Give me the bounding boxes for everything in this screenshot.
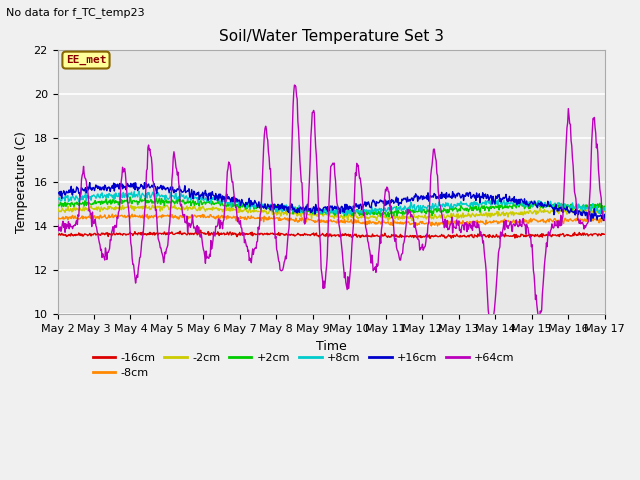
+64cm bbox=[469, 218, 477, 224]
-16cm bbox=[387, 234, 394, 240]
+64cm bbox=[87, 211, 95, 216]
-8cm bbox=[108, 211, 116, 217]
+64cm bbox=[291, 82, 298, 88]
-16cm bbox=[87, 233, 95, 239]
Y-axis label: Temperature (C): Temperature (C) bbox=[15, 131, 28, 233]
-2cm bbox=[387, 215, 394, 221]
Line: +2cm: +2cm bbox=[58, 197, 605, 217]
-8cm bbox=[87, 215, 95, 221]
-8cm bbox=[434, 223, 442, 229]
Text: No data for f_TC_temp23: No data for f_TC_temp23 bbox=[6, 7, 145, 18]
-8cm bbox=[601, 217, 609, 223]
-2cm bbox=[408, 218, 416, 224]
-16cm bbox=[54, 231, 61, 237]
Line: -2cm: -2cm bbox=[58, 205, 605, 221]
+16cm bbox=[469, 192, 477, 198]
+64cm bbox=[387, 207, 394, 213]
+2cm bbox=[54, 204, 61, 209]
+8cm bbox=[342, 212, 350, 218]
-16cm bbox=[403, 233, 411, 239]
-2cm bbox=[470, 213, 477, 218]
+64cm bbox=[488, 328, 496, 334]
+8cm bbox=[372, 206, 380, 212]
+2cm bbox=[601, 204, 609, 209]
-2cm bbox=[87, 203, 95, 208]
+8cm bbox=[470, 199, 477, 205]
Line: -8cm: -8cm bbox=[58, 214, 605, 226]
+8cm bbox=[135, 188, 143, 194]
+2cm bbox=[372, 211, 380, 216]
+16cm bbox=[372, 204, 380, 209]
-2cm bbox=[54, 208, 61, 214]
Line: -16cm: -16cm bbox=[58, 230, 605, 239]
+64cm bbox=[54, 222, 61, 228]
+2cm bbox=[404, 209, 412, 215]
-2cm bbox=[167, 202, 175, 208]
Title: Soil/Water Temperature Set 3: Soil/Water Temperature Set 3 bbox=[219, 29, 444, 44]
+8cm bbox=[387, 206, 395, 212]
+2cm bbox=[87, 201, 95, 207]
-16cm bbox=[372, 233, 380, 239]
-8cm bbox=[372, 221, 380, 227]
Line: +8cm: +8cm bbox=[58, 191, 605, 215]
+2cm bbox=[385, 214, 393, 220]
+64cm bbox=[403, 215, 411, 221]
+8cm bbox=[404, 208, 412, 214]
Text: EE_met: EE_met bbox=[66, 55, 106, 65]
+2cm bbox=[136, 194, 144, 200]
-2cm bbox=[526, 207, 534, 213]
-16cm bbox=[526, 233, 534, 239]
-8cm bbox=[403, 220, 411, 226]
-2cm bbox=[403, 215, 411, 221]
+2cm bbox=[387, 208, 395, 214]
-2cm bbox=[372, 215, 380, 221]
-8cm bbox=[470, 220, 477, 226]
+2cm bbox=[526, 205, 534, 211]
+16cm bbox=[88, 187, 95, 193]
+64cm bbox=[601, 217, 609, 223]
-8cm bbox=[54, 215, 61, 220]
+64cm bbox=[372, 269, 380, 275]
-8cm bbox=[526, 219, 534, 225]
-8cm bbox=[387, 222, 394, 228]
+16cm bbox=[587, 218, 595, 224]
Line: +64cm: +64cm bbox=[58, 85, 605, 331]
+8cm bbox=[526, 199, 534, 205]
+16cm bbox=[601, 212, 609, 217]
-16cm bbox=[196, 228, 204, 233]
+16cm bbox=[525, 201, 533, 207]
-2cm bbox=[601, 208, 609, 214]
Legend: -16cm, -8cm, -2cm, +2cm, +8cm, +16cm, +64cm: -16cm, -8cm, -2cm, +2cm, +8cm, +16cm, +6… bbox=[88, 348, 519, 383]
-16cm bbox=[601, 231, 609, 237]
+16cm bbox=[403, 199, 411, 205]
-16cm bbox=[470, 235, 477, 240]
Line: +16cm: +16cm bbox=[58, 182, 605, 221]
+16cm bbox=[54, 192, 61, 198]
+8cm bbox=[54, 196, 61, 202]
+16cm bbox=[387, 198, 394, 204]
-16cm bbox=[426, 236, 434, 241]
+2cm bbox=[470, 204, 477, 209]
+16cm bbox=[86, 180, 93, 185]
+8cm bbox=[87, 197, 95, 203]
+64cm bbox=[526, 235, 534, 240]
+8cm bbox=[601, 207, 609, 213]
X-axis label: Time: Time bbox=[316, 339, 346, 352]
